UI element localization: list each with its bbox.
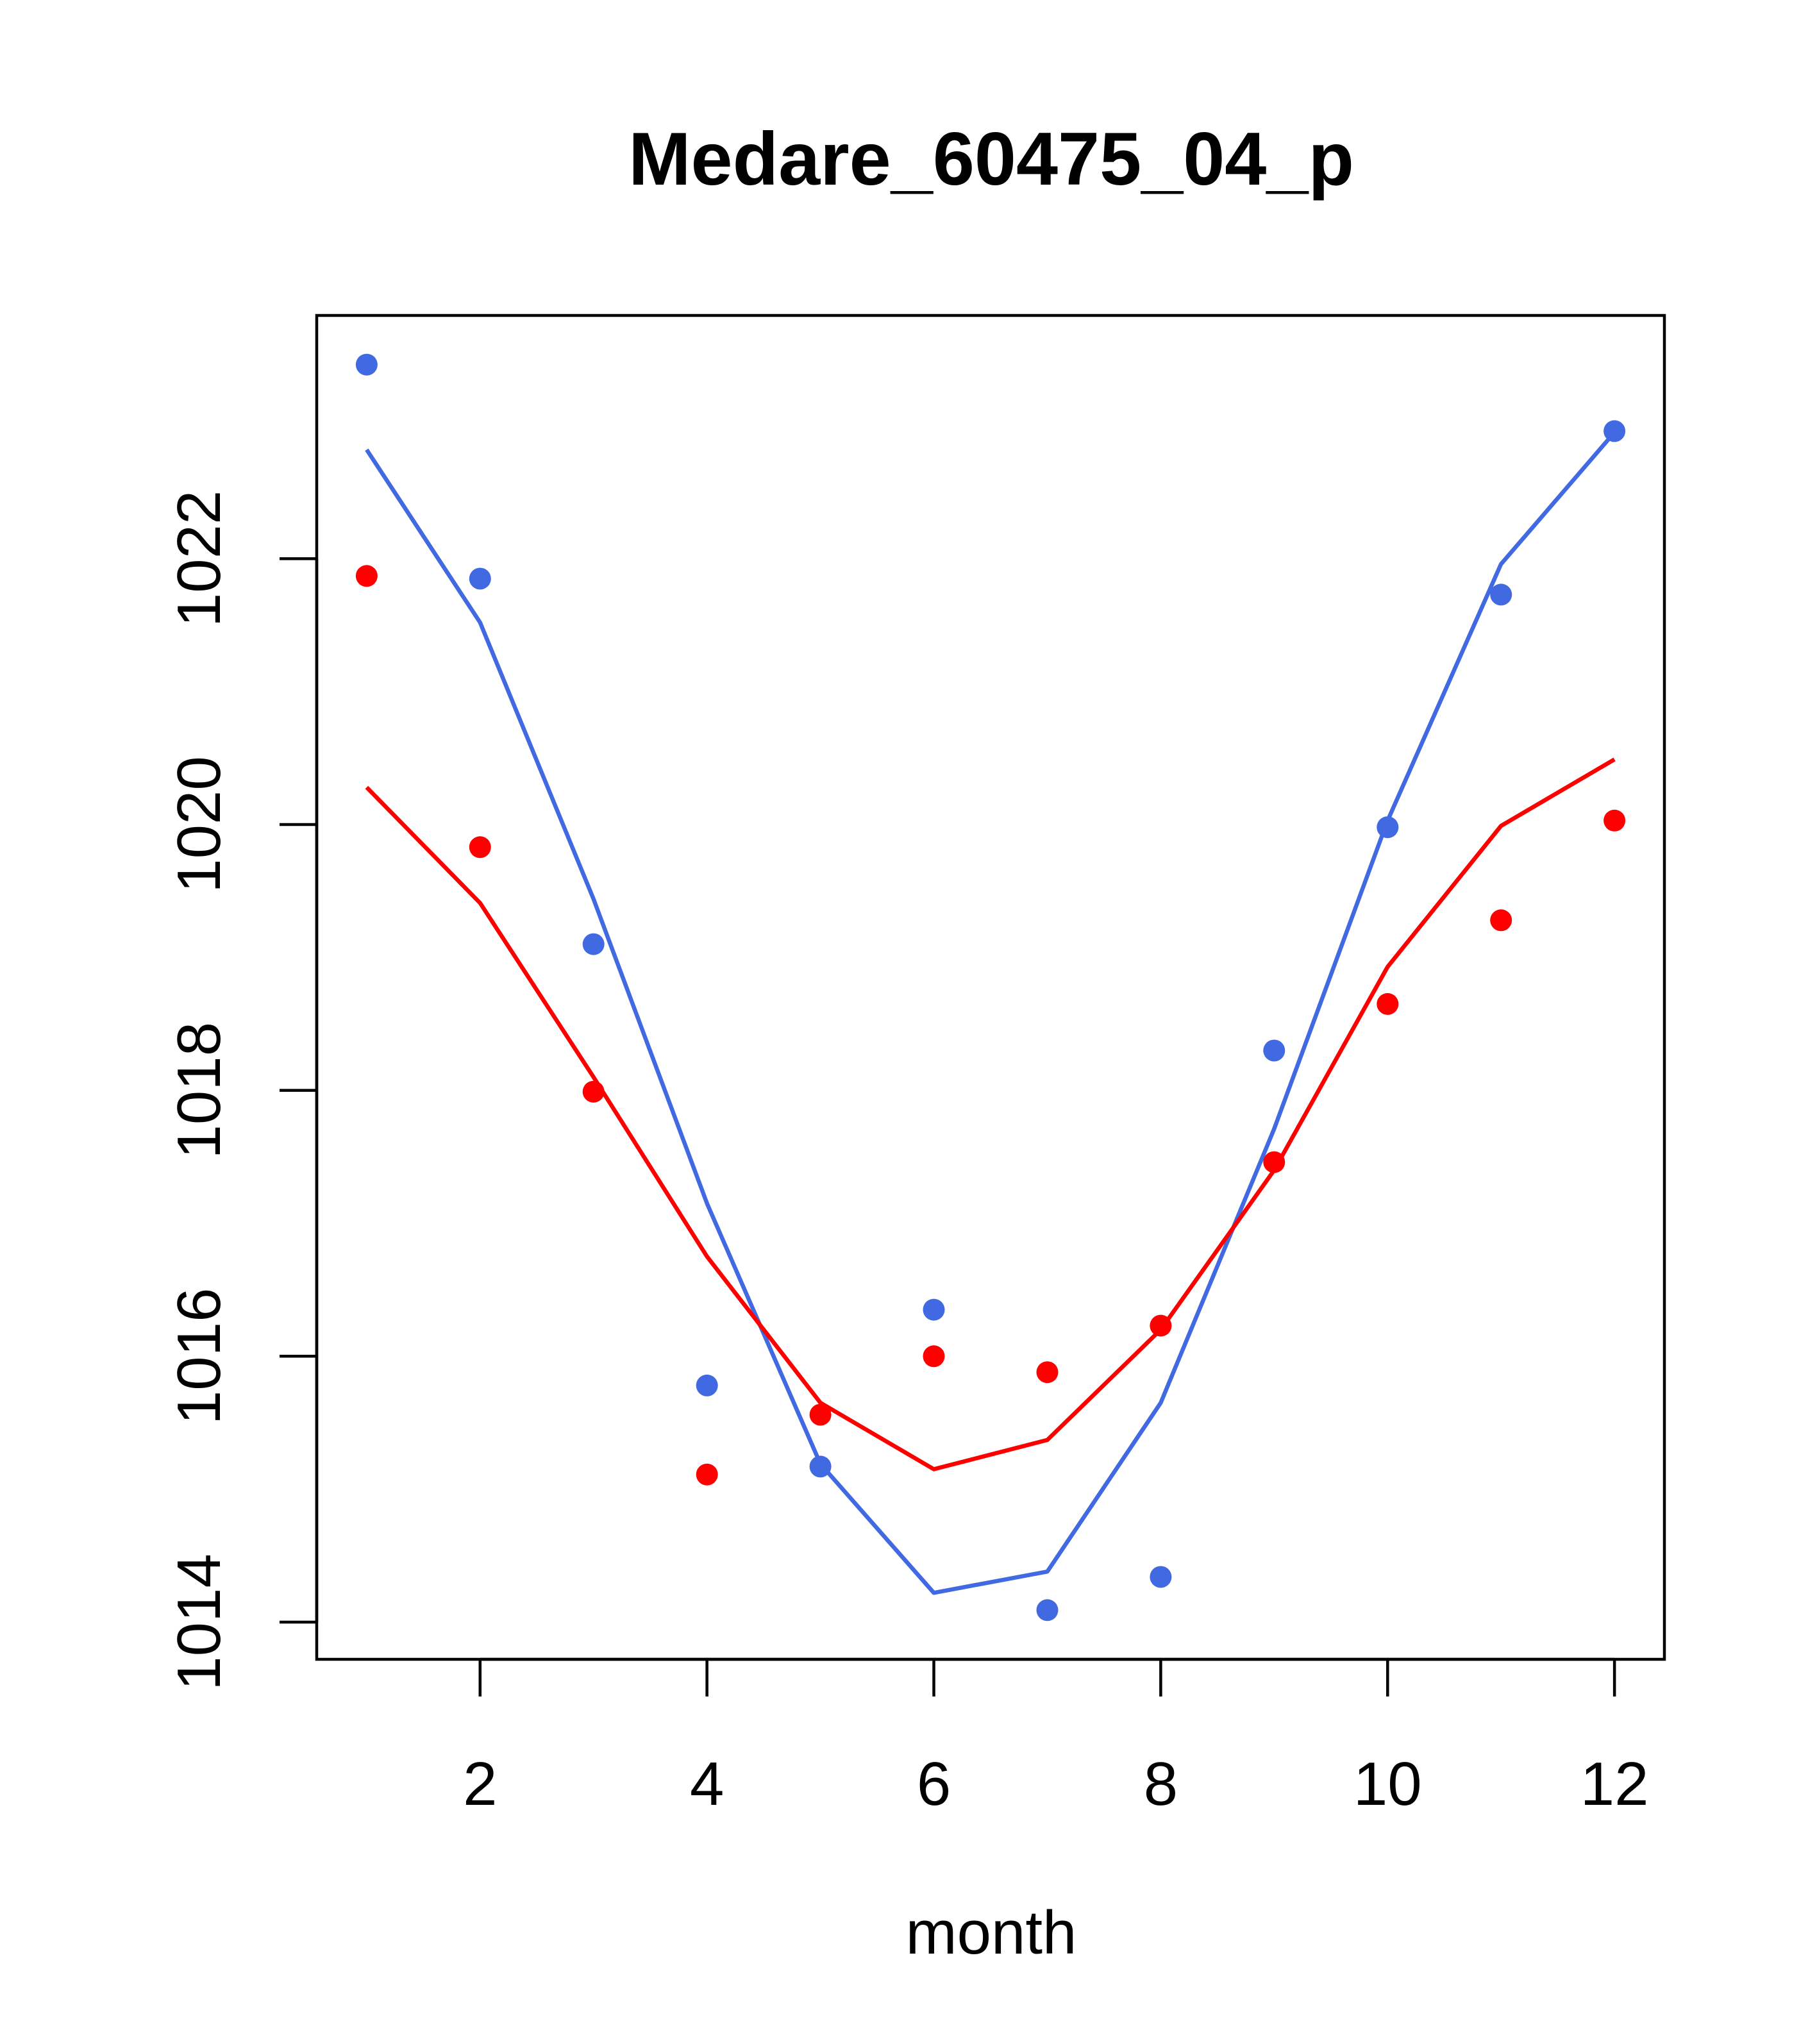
x-tick-label: 12	[1580, 1750, 1649, 1818]
red-observed-point	[1036, 1361, 1059, 1384]
plot-frame	[315, 314, 1666, 1661]
x-tick-label: 4	[690, 1750, 724, 1818]
x-axis: 2 4 6 8 10 12	[463, 1657, 1649, 1818]
red-observed-point	[582, 1080, 605, 1103]
x-tick-label: 10	[1353, 1750, 1422, 1818]
y-tick-label: 1018	[165, 1022, 233, 1159]
red-observed-point	[1263, 1151, 1285, 1173]
blue-observed-point	[355, 353, 378, 376]
red-observed-point	[355, 565, 378, 587]
blue-observed-point	[1263, 1039, 1285, 1062]
y-axis: 1014 1016 1018 1020 1022	[165, 490, 319, 1691]
x-tick-label: 2	[463, 1750, 497, 1818]
blue-observed-point	[469, 567, 491, 590]
chart-title: Medare_60475_04_p	[628, 117, 1354, 201]
blue-observed-point	[1150, 1566, 1172, 1588]
red-observed-point	[923, 1345, 945, 1368]
blue-observed-point	[1603, 420, 1626, 442]
red-observed-point	[696, 1463, 718, 1486]
plot-marks	[355, 353, 1626, 1621]
blue-observed-point	[1490, 583, 1512, 606]
blue-observed-point	[582, 933, 605, 955]
red-observed-point	[1377, 993, 1399, 1015]
blue-observed-point	[809, 1455, 832, 1478]
red-observed-point	[1490, 909, 1512, 932]
y-tick-label: 1022	[165, 490, 233, 628]
blue-observed-point	[923, 1298, 945, 1321]
x-axis-label: month	[906, 1898, 1077, 1967]
y-tick-label: 1016	[165, 1288, 233, 1425]
red-observed-point	[1150, 1314, 1172, 1337]
blue-fit-line	[365, 431, 1616, 1595]
red-observed-point	[809, 1403, 832, 1426]
y-tick-label: 1014	[165, 1554, 233, 1691]
red-observed-point	[469, 836, 491, 859]
x-tick-label: 6	[917, 1750, 951, 1818]
x-tick-label: 8	[1144, 1750, 1178, 1818]
red-fit-line	[365, 757, 1616, 1471]
red-observed-point	[1603, 809, 1626, 832]
blue-observed-point	[1036, 1599, 1059, 1621]
blue-observed-point	[696, 1374, 718, 1396]
blue-observed-point	[1377, 816, 1399, 839]
y-tick-label: 1020	[165, 756, 233, 893]
